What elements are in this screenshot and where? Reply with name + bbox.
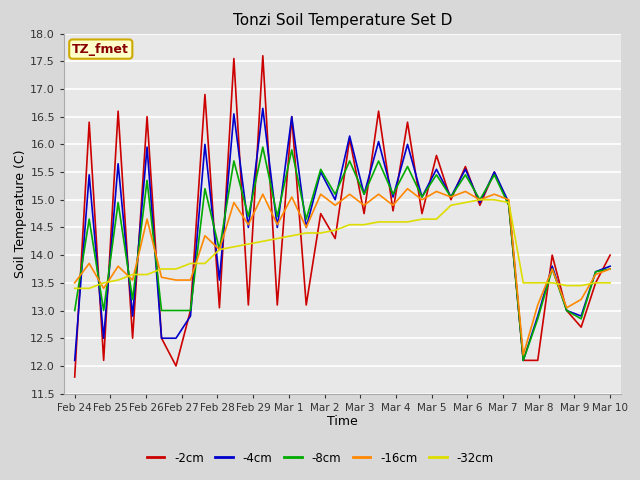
Y-axis label: Soil Temperature (C): Soil Temperature (C) — [15, 149, 28, 278]
X-axis label: Time: Time — [327, 415, 358, 429]
Text: TZ_fmet: TZ_fmet — [72, 43, 129, 56]
Title: Tonzi Soil Temperature Set D: Tonzi Soil Temperature Set D — [233, 13, 452, 28]
Legend: -2cm, -4cm, -8cm, -16cm, -32cm: -2cm, -4cm, -8cm, -16cm, -32cm — [142, 447, 498, 469]
